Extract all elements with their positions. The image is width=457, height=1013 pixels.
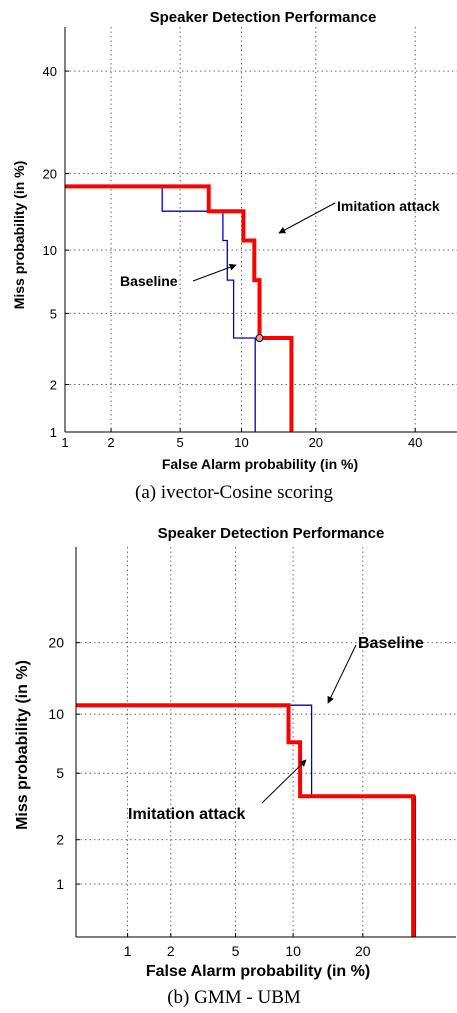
chart-a-x-tick-label: 1 <box>61 435 68 450</box>
chart-b-series-imitation-attack <box>76 703 416 937</box>
chart-a-y-tick-label: 5 <box>50 306 57 321</box>
chart-b-y-tick-label: 20 <box>48 635 64 651</box>
chart-b-y-tick-label: 2 <box>56 832 64 848</box>
chart-a-x-tick-label: 40 <box>408 435 422 450</box>
chart-a-title: Speaker Detection Performance <box>150 9 377 26</box>
chart-a-x-tick-label: 5 <box>177 435 184 450</box>
chart-a-y-axis-label: Miss probability (in %) <box>11 161 27 310</box>
chart-b-x-axis-label: False Alarm probability (in %) <box>146 963 370 980</box>
chart-a-x-tick-label: 2 <box>107 435 114 450</box>
chart-b-y-tick-label: 5 <box>56 765 64 781</box>
chart-a-x-tick-label: 10 <box>234 435 248 450</box>
chart-b-x-tick-label: 10 <box>285 943 301 959</box>
chart-a-y-tick-label: 1 <box>50 425 57 440</box>
chart-a-y-tick-label: 10 <box>43 243 57 258</box>
chart-a-annotation-imitation-attack: Imitation attack <box>337 198 440 214</box>
chart-a-y-tick-label: 20 <box>43 167 57 182</box>
chart-a-plot-area: 1 2 5 10 20 40 1 2 5 10 20 40 <box>43 27 457 450</box>
chart-a-series-baseline <box>65 185 256 432</box>
chart-a-arrow-baseline <box>192 263 237 282</box>
chart-b-caption: (b) GMM - UBM <box>167 987 301 1008</box>
chart-a-arrow-imitation-attack <box>278 202 336 234</box>
chart-a-y-tick-label: 40 <box>43 64 57 79</box>
chart-a-caption: (a) ivector-Cosine scoring <box>135 482 333 503</box>
chart-b-plot-area: 1 2 5 10 20 1 2 5 10 20 <box>48 547 456 959</box>
chart-b-x-tick-label: 20 <box>355 943 371 959</box>
chart-a-series-imitation-attack <box>65 184 294 432</box>
chart-b-title: Speaker Detection Performance <box>158 525 385 542</box>
chart-b-x-tick-label: 5 <box>232 943 240 959</box>
chart-b-x-tick-label: 1 <box>124 943 132 959</box>
chart-a-marker <box>255 334 264 343</box>
chart-b-y-tick-label: 10 <box>48 706 64 722</box>
chart-b-y-axis-label: Miss probability (in %) <box>14 660 31 830</box>
chart-a: Speaker Detection Performance 1 2 5 10 20 401… <box>11 9 457 503</box>
chart-b-arrow-baseline <box>327 644 357 704</box>
chart-b-x-tick-label: 2 <box>167 943 175 959</box>
chart-b-series-baseline <box>76 704 416 937</box>
chart-a-x-tick-label: 20 <box>309 435 323 450</box>
chart-b-arrow-imitation-attack <box>261 759 307 804</box>
chart-b-annotation-baseline: Baseline <box>358 635 424 652</box>
chart-a-annotation-baseline: Baseline <box>120 273 178 289</box>
chart-b-y-tick-label: 1 <box>56 876 64 892</box>
chart-a-y-tick-label: 2 <box>50 378 57 393</box>
chart-a-x-axis-label: False Alarm probability (in %) <box>162 456 358 472</box>
chart-b-annotation-imitation-attack: Imitation attack <box>128 806 245 823</box>
chart-b: Speaker Detection Performance 1 2 5 10 20 1 2 5… <box>14 525 456 1008</box>
